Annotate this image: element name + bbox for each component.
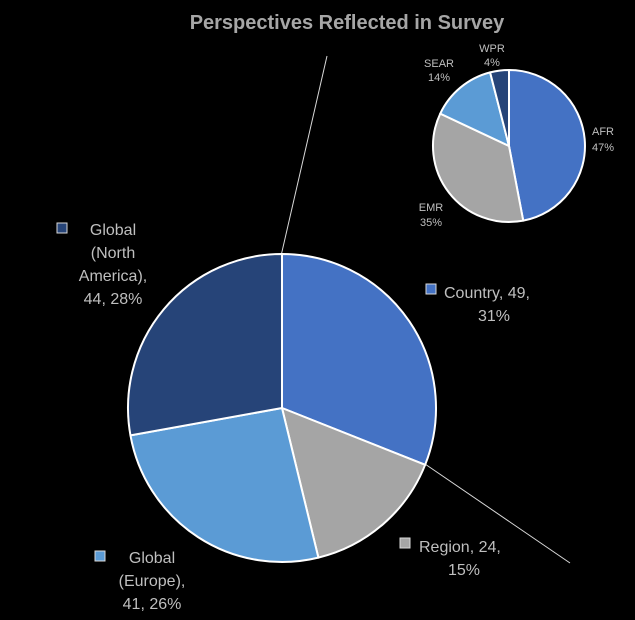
sub-label-wpr: WPR 4% xyxy=(479,43,505,69)
sub-slice-sear xyxy=(439,71,510,147)
main-slice-country xyxy=(281,253,437,466)
europe-legend-key xyxy=(94,550,106,562)
sub-slice-emr xyxy=(432,112,525,223)
europe-label-line1: Global xyxy=(129,550,175,567)
north-america-label-line2: (North xyxy=(91,245,135,262)
sub-slice-afr xyxy=(508,69,586,222)
main-slice-region xyxy=(281,407,427,559)
country-label-line1: Country, 49, xyxy=(444,285,530,302)
region-legend-key xyxy=(399,537,411,549)
sub-label-sear-percent: 14% xyxy=(428,72,450,84)
country-legend-key xyxy=(425,283,437,295)
sub-slice-wpr xyxy=(489,69,510,147)
breakdown-pie xyxy=(432,69,586,223)
north-america-label-line4: 44, 28% xyxy=(84,291,143,308)
sub-label-afr: AFR 47% xyxy=(592,126,614,154)
chart-title: Perspectives Reflected in Survey xyxy=(190,12,505,34)
north-america-label-line1: Global xyxy=(90,222,136,239)
europe-label-line2: (Europe), xyxy=(119,573,186,590)
sub-label-wpr-percent: 4% xyxy=(484,57,500,69)
region-label-line1: Region, 24, xyxy=(419,539,501,556)
europe-label: Global (Europe), 41, 26% xyxy=(94,550,186,613)
sub-label-emr-name: EMR xyxy=(419,202,444,214)
main-slice-global-europe xyxy=(129,407,320,563)
north-america-label: Global (North America), 44, 28% xyxy=(56,222,147,308)
sub-label-sear: SEAR 14% xyxy=(424,58,454,84)
sub-label-emr: EMR 35% xyxy=(419,202,444,229)
main-slice-global-north-america xyxy=(127,253,283,437)
country-label: Country, 49, 31% xyxy=(425,283,530,325)
sub-label-wpr-name: WPR xyxy=(479,43,505,55)
main-pie xyxy=(127,253,437,563)
europe-label-line3: 41, 26% xyxy=(123,596,182,613)
region-label: Region, 24, 15% xyxy=(399,537,501,579)
sub-label-afr-percent: 47% xyxy=(592,142,614,154)
connector-line-bottom xyxy=(424,463,571,564)
country-label-line2: 31% xyxy=(478,308,510,325)
connector-line-top xyxy=(280,55,328,257)
sub-label-afr-name: AFR xyxy=(592,126,614,138)
north-america-label-line3: America), xyxy=(79,268,147,285)
north-america-legend-key xyxy=(56,222,68,234)
sub-label-sear-name: SEAR xyxy=(424,58,454,70)
region-label-line2: 15% xyxy=(448,562,480,579)
sub-label-emr-percent: 35% xyxy=(420,217,442,229)
